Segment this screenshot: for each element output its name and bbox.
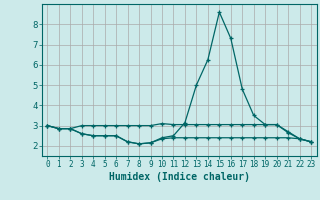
X-axis label: Humidex (Indice chaleur): Humidex (Indice chaleur): [109, 172, 250, 182]
